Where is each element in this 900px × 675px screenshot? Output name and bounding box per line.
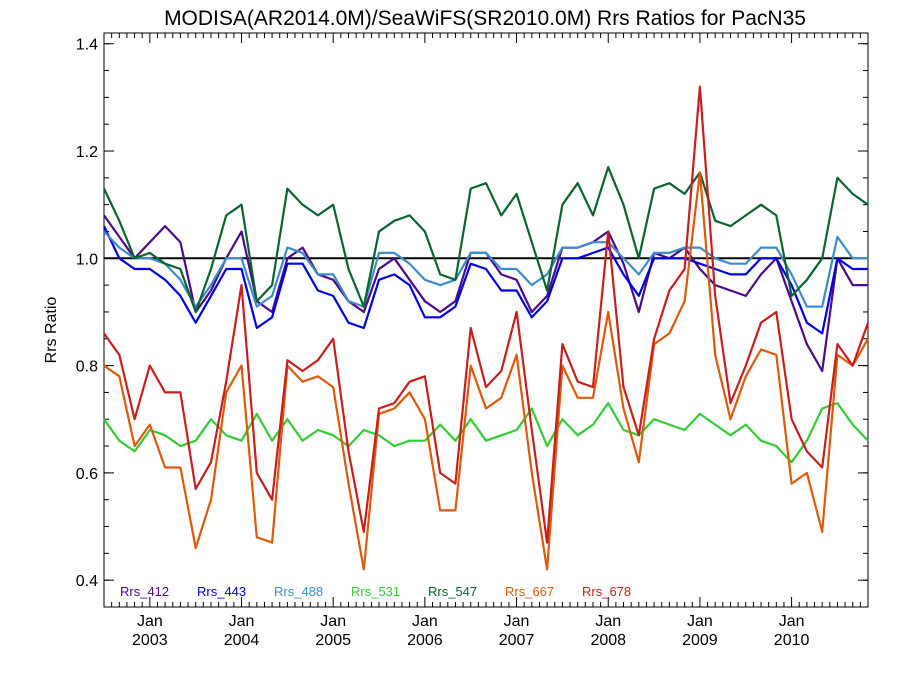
series-line-rrs-488 xyxy=(103,230,868,308)
legend-item-rrs-412: Rrs_412 xyxy=(120,584,169,599)
x-tick-year: 2004 xyxy=(224,632,260,649)
y-tick-label: 0.4 xyxy=(76,573,98,590)
x-tick-year: 2005 xyxy=(315,632,351,649)
x-tick-year: 2007 xyxy=(499,632,535,649)
legend: Rrs_412 Rrs_443 Rrs_488 Rrs_531 Rrs_547 Rrs_6… xyxy=(120,584,631,599)
x-tick-month: Jan xyxy=(687,613,713,630)
legend-item-rrs-667: Rrs_667 xyxy=(505,584,554,599)
series-line-rrs-531 xyxy=(103,402,869,464)
series-line-rrs-678 xyxy=(103,85,870,544)
series-line-rrs-547 xyxy=(103,166,869,314)
x-tick-month: Jan xyxy=(779,613,805,630)
plot-frame xyxy=(103,32,869,608)
y-tick-label: 1.4 xyxy=(76,37,98,54)
y-tick-label: 0.8 xyxy=(76,359,98,376)
x-tick-month: Jan xyxy=(320,613,346,630)
plot-border xyxy=(103,32,869,608)
y-tick-label: 1.0 xyxy=(76,251,98,268)
x-tick-year: 2008 xyxy=(590,632,626,649)
series-line-rrs-667 xyxy=(103,171,869,571)
legend-item-rrs-547: Rrs_547 xyxy=(428,584,477,599)
x-tick-month: Jan xyxy=(595,613,621,630)
series-line-rrs-443 xyxy=(103,225,868,335)
legend-item-rrs-678: Rrs_678 xyxy=(582,584,631,599)
legend-item-rrs-488: Rrs_488 xyxy=(274,584,323,599)
y-tick-label: 0.6 xyxy=(76,466,98,483)
x-tick-year: 2003 xyxy=(132,632,168,649)
y-axis: 0.4 0.6 0.8 1.0 1.2 1.4 xyxy=(76,37,868,590)
x-tick-year: 2010 xyxy=(774,632,810,649)
y-axis-label: Rrs Ratio xyxy=(43,297,60,364)
x-tick-month: Jan xyxy=(504,613,530,630)
x-tick-year: 2009 xyxy=(682,632,718,649)
x-tick-year: 2006 xyxy=(407,632,443,649)
legend-item-rrs-531: Rrs_531 xyxy=(351,584,400,599)
x-axis: Jan 2003 Jan 2004 Jan 2005 Jan 2006 Jan 2007 Jan 20… xyxy=(103,33,869,649)
legend-item-rrs-443: Rrs_443 xyxy=(197,584,246,599)
x-tick-month: Jan xyxy=(229,613,255,630)
y-tick-label: 1.2 xyxy=(76,144,98,161)
x-tick-month: Jan xyxy=(412,613,438,630)
series-lines xyxy=(103,85,870,571)
x-tick-month: Jan xyxy=(137,613,163,630)
chart-title: MODISA(AR2014.0M)/SeaWiFS(SR2010.0M) Rrs… xyxy=(164,7,806,30)
